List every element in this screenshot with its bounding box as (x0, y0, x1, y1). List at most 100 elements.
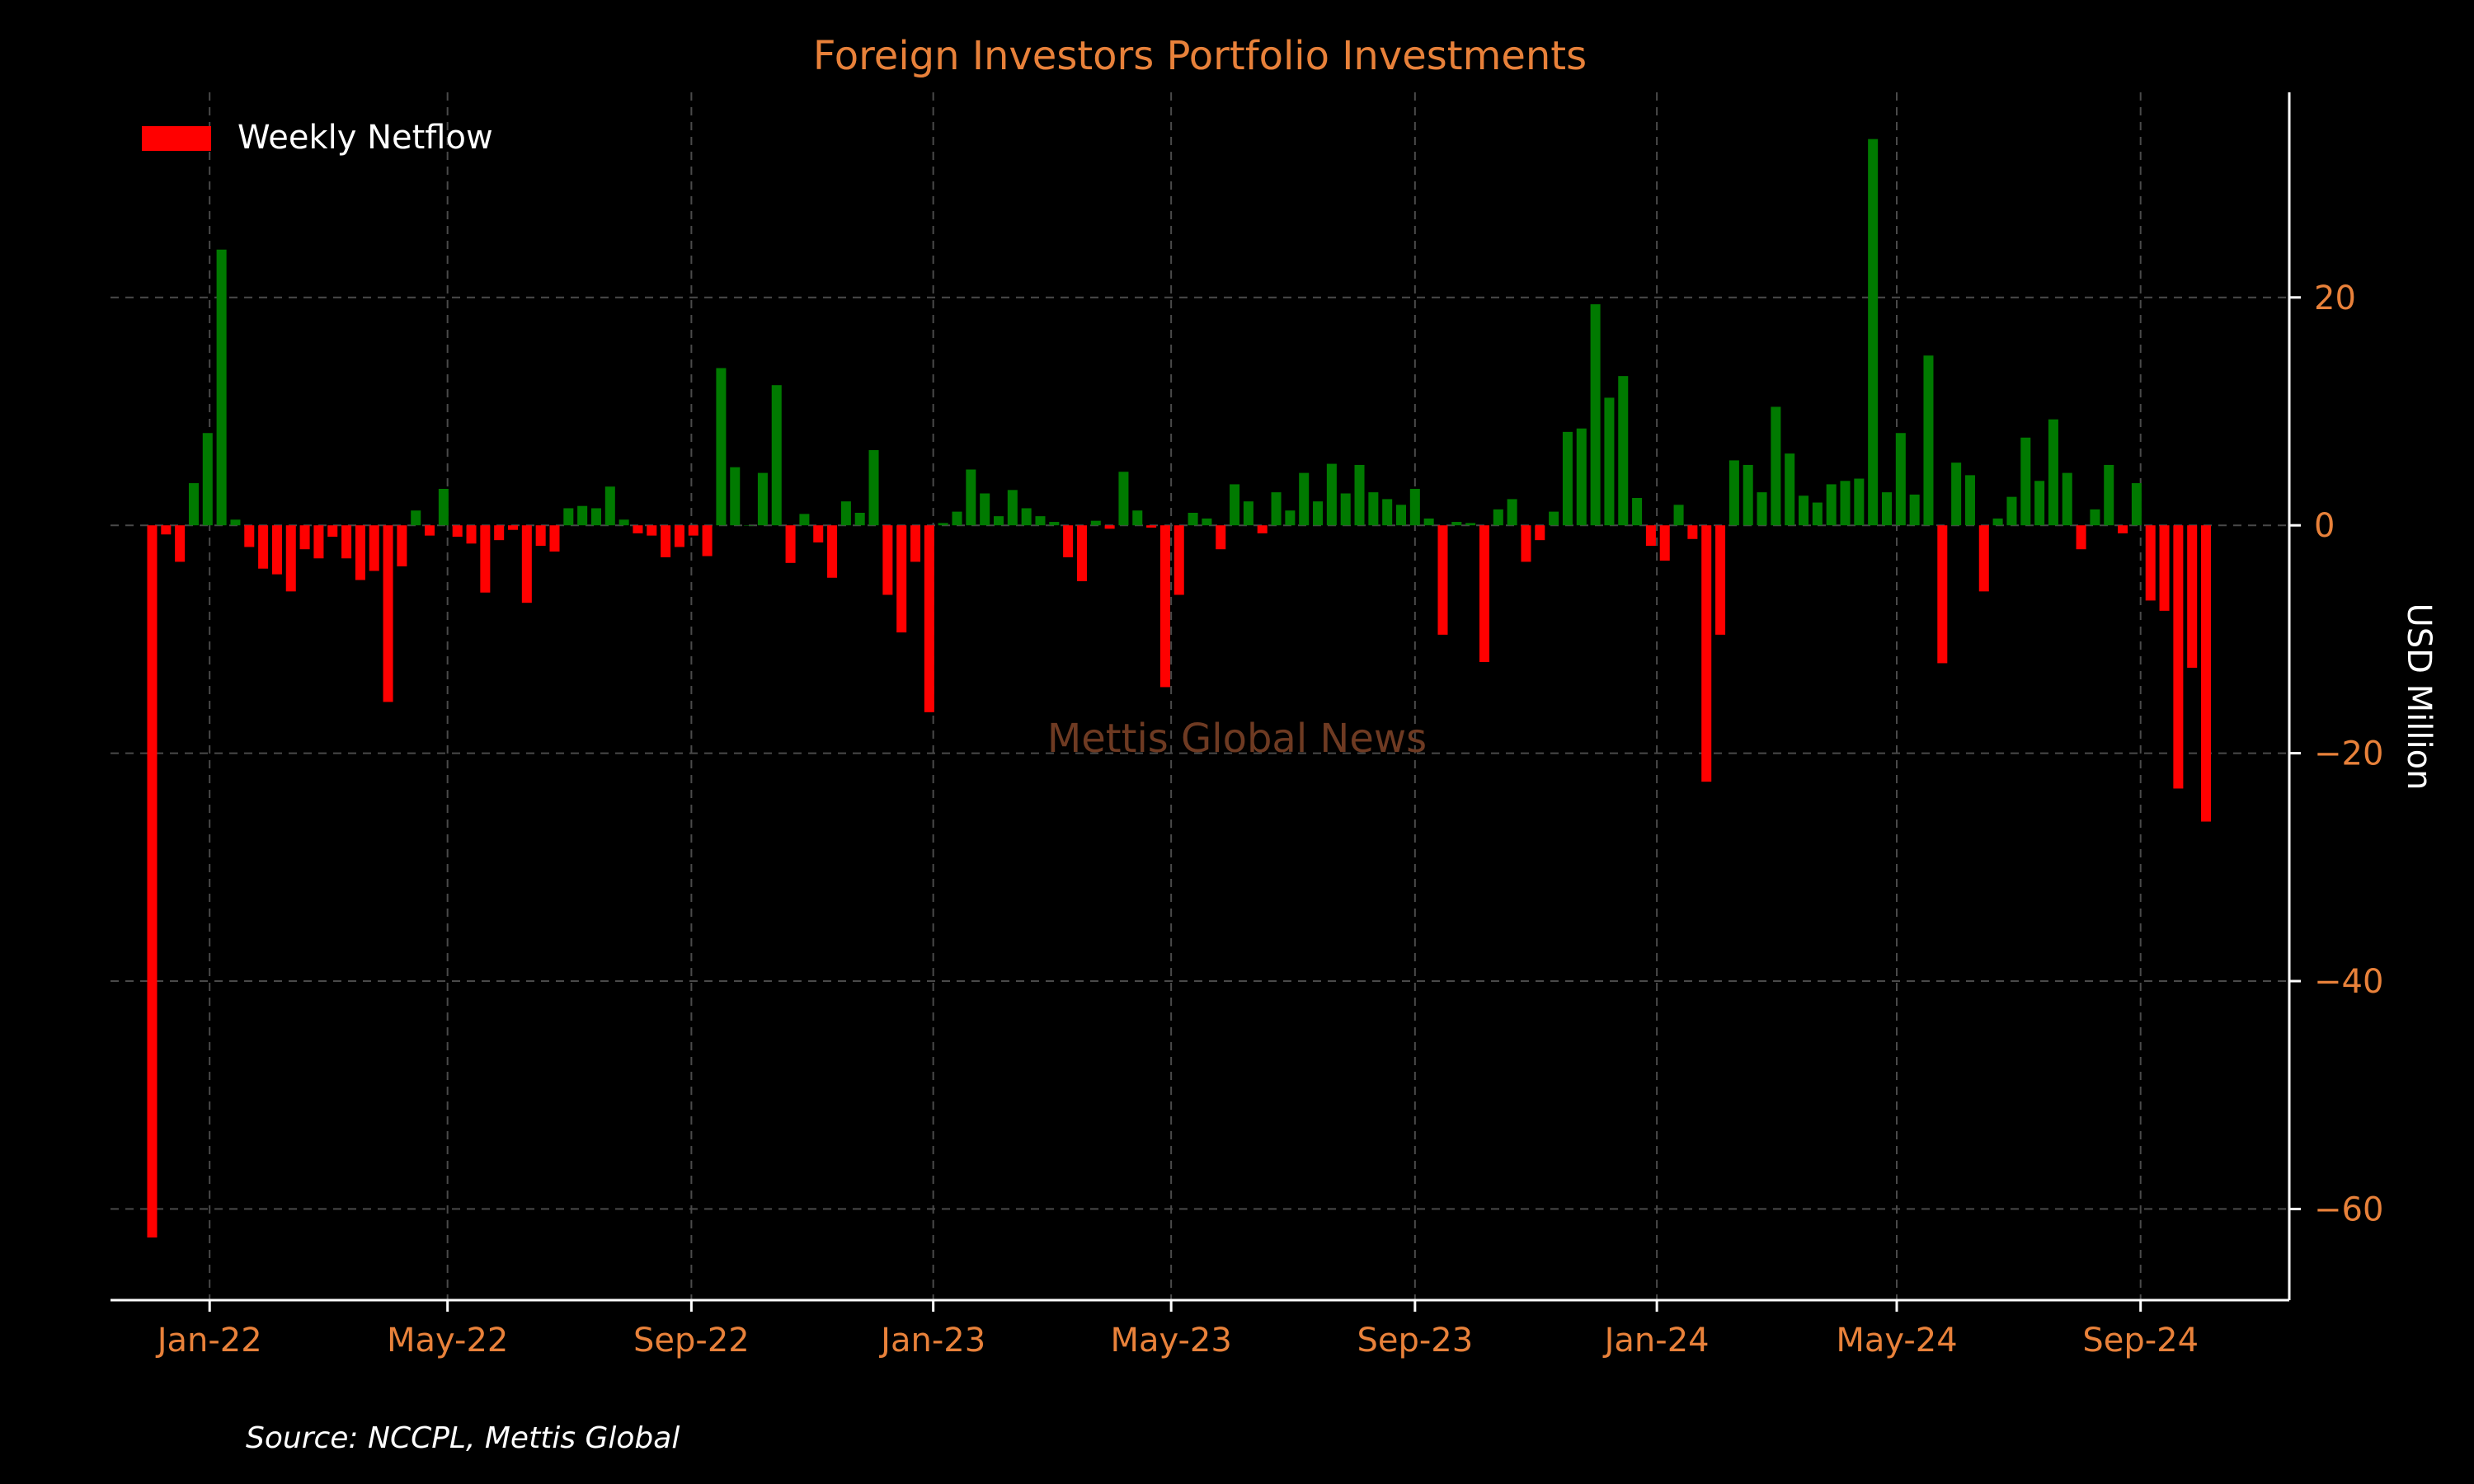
bar (1257, 525, 1268, 533)
bar (1326, 463, 1337, 526)
bar (313, 525, 324, 559)
bar (1409, 488, 1420, 526)
bar (2145, 525, 2156, 601)
bar (466, 525, 477, 544)
bar (2118, 525, 2128, 533)
bar (1840, 481, 1851, 526)
bar (854, 512, 865, 526)
bar (1396, 505, 1407, 526)
bar (1479, 525, 1489, 663)
bar (910, 525, 921, 562)
bar (299, 525, 310, 550)
bar (1423, 518, 1434, 526)
bar (216, 249, 227, 526)
bar (1188, 512, 1198, 526)
bar (1978, 525, 1989, 592)
bar (1493, 509, 1503, 526)
bar (2131, 483, 2142, 526)
bar (1799, 495, 1809, 526)
source-note: Source: NCCPL, Mettis Global (246, 1421, 680, 1455)
bar (230, 519, 241, 526)
bar (411, 510, 421, 526)
bar (2062, 472, 2072, 526)
bar (1063, 525, 1074, 557)
bar (1645, 525, 1656, 547)
bar (1618, 376, 1629, 526)
bar (702, 525, 713, 556)
bar (161, 525, 172, 535)
bar (1007, 490, 1018, 526)
bar (1090, 520, 1101, 526)
x-tick-label: Sep-22 (633, 1322, 750, 1360)
bar (661, 525, 671, 557)
bar (1451, 522, 1462, 526)
bar (757, 472, 768, 526)
bar (1590, 304, 1601, 526)
bar (2034, 481, 2045, 526)
legend-label: Weekly Netflow (238, 119, 493, 157)
bar (1299, 472, 1310, 526)
bar (1243, 501, 1253, 526)
bar (1909, 494, 1920, 526)
bar (813, 525, 824, 542)
y-axis-ticks: 20 0 −20 −40 −60 (2289, 279, 2383, 1228)
bar (563, 508, 574, 526)
bars (147, 139, 2212, 1237)
bar (993, 516, 1004, 526)
bar (1812, 502, 1823, 526)
bar (1368, 492, 1379, 526)
bar (674, 525, 684, 547)
bar (258, 525, 269, 569)
bar (1132, 510, 1143, 526)
bar (688, 525, 698, 536)
bar (2173, 525, 2184, 789)
bar (980, 493, 990, 526)
bar (508, 525, 519, 530)
bar (590, 508, 601, 526)
bar (1076, 525, 1087, 581)
watermark: Mettis Global News (1047, 716, 1427, 762)
bar (1313, 501, 1324, 526)
bar (966, 469, 976, 526)
bar (882, 525, 893, 595)
bar (549, 525, 560, 552)
bar (1673, 505, 1684, 526)
bar (827, 525, 838, 578)
bar (647, 525, 657, 536)
bar (1174, 525, 1184, 595)
bar (1951, 463, 1962, 526)
chart-title: Foreign Investors Portfolio Investments (813, 33, 1587, 79)
bar (2076, 525, 2086, 550)
bar (577, 505, 588, 526)
bar (1701, 525, 1712, 782)
bar (618, 519, 629, 526)
bar (2104, 464, 2114, 526)
bar (1562, 431, 1573, 526)
x-axis-ticks: Jan-22 May-22 Sep-22 Jan-23 May-23 Sep-23 Jan-… (155, 1300, 2199, 1360)
bar (868, 449, 879, 526)
bar (1354, 464, 1365, 526)
bar (1937, 525, 1948, 664)
bar (716, 368, 727, 526)
bar (2201, 525, 2212, 822)
bar (2187, 525, 2198, 668)
bar (1285, 510, 1296, 526)
bar (1230, 484, 1240, 526)
bar (285, 525, 296, 592)
x-tick-label: Sep-23 (1357, 1322, 1473, 1360)
bar (1049, 522, 1060, 526)
bar (1826, 484, 1837, 526)
bar (355, 525, 365, 580)
bar (1992, 518, 2003, 526)
bar (1923, 355, 1934, 526)
bar (730, 467, 741, 526)
bar (175, 525, 186, 562)
bar (1687, 525, 1698, 539)
bar (1895, 433, 1906, 526)
bar (924, 525, 934, 712)
y-tick-label: −40 (2314, 963, 2383, 1001)
y-axis-label: USD Million (2400, 603, 2438, 791)
legend: Weekly Netflow (142, 119, 493, 157)
bar (341, 525, 352, 559)
x-tick-label: Jan-23 (878, 1322, 985, 1360)
